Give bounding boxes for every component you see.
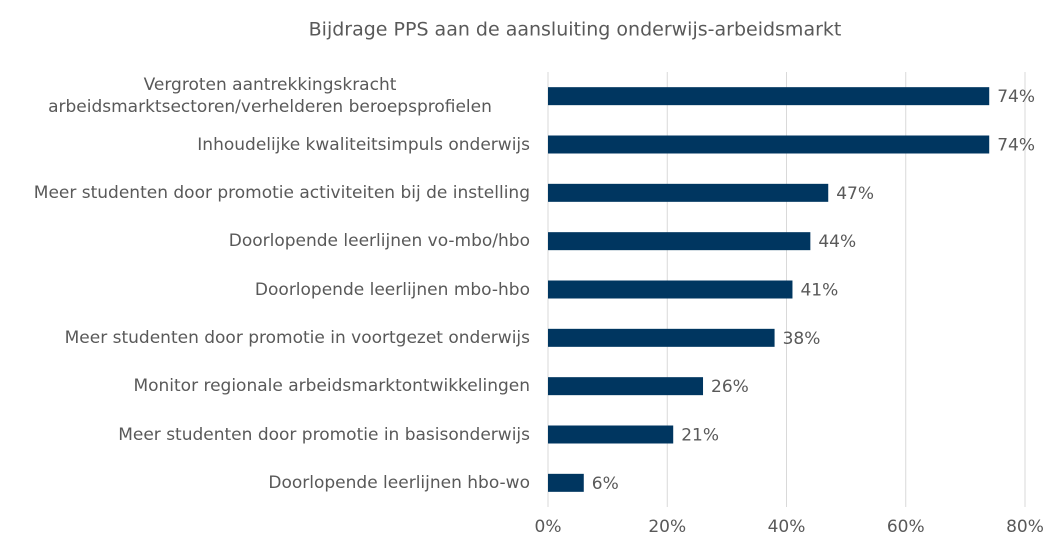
category-label-box: Doorlopende leerlijnen hbo-wo bbox=[0, 459, 530, 507]
value-label: 21% bbox=[681, 426, 719, 446]
x-tick-label: 80% bbox=[1006, 517, 1044, 537]
y-tick-label: Doorlopende leerlijnen vo-mbo/hbo bbox=[228, 231, 530, 252]
y-tick-label: Inhoudelijke kwaliteitsimpuls onderwijs bbox=[197, 134, 530, 155]
category-label-box: Meer studenten door promotie in basisond… bbox=[0, 411, 530, 459]
chart-title: Bijdrage PPS aan de aansluiting onderwij… bbox=[309, 19, 842, 41]
bar bbox=[548, 425, 674, 444]
x-tick-label: 0% bbox=[535, 517, 562, 537]
bar bbox=[548, 473, 584, 492]
category-label-box: Doorlopende leerlijnen mbo-hbo bbox=[0, 266, 530, 314]
x-tick-label: 40% bbox=[768, 517, 806, 537]
bar bbox=[548, 135, 990, 154]
category-label-box: Monitor regionale arbeidsmarktontwikkeli… bbox=[0, 362, 530, 410]
value-label: 47% bbox=[836, 184, 874, 204]
category-label-box: Vergroten aantrekkingskracht arbeidsmark… bbox=[0, 72, 530, 120]
y-tick-label: Monitor regionale arbeidsmarktontwikkeli… bbox=[133, 376, 530, 397]
value-label: 74% bbox=[997, 136, 1035, 156]
category-label-box: Meer studenten door promotie activiteite… bbox=[0, 169, 530, 217]
x-tick-label: 20% bbox=[648, 517, 686, 537]
bar bbox=[548, 328, 775, 347]
value-label: 44% bbox=[818, 232, 856, 252]
value-label: 41% bbox=[800, 281, 838, 301]
y-tick-label: Vergroten aantrekkingskracht arbeidsmark… bbox=[48, 75, 492, 118]
bar bbox=[548, 183, 829, 202]
y-tick-label: Doorlopende leerlijnen hbo-wo bbox=[268, 472, 530, 493]
y-tick-label: Doorlopende leerlijnen mbo-hbo bbox=[254, 279, 530, 300]
bar bbox=[548, 232, 811, 251]
bar bbox=[548, 87, 990, 106]
value-label: 74% bbox=[997, 87, 1035, 107]
category-label-box: Meer studenten door promotie in voortgez… bbox=[0, 314, 530, 362]
y-tick-label: Meer studenten door promotie in voortgez… bbox=[64, 327, 530, 348]
value-label: 6% bbox=[592, 474, 619, 494]
category-label-box: Doorlopende leerlijnen vo-mbo/hbo bbox=[0, 217, 530, 265]
category-label-box: Inhoudelijke kwaliteitsimpuls onderwijs bbox=[0, 121, 530, 169]
y-tick-label: Meer studenten door promotie activiteite… bbox=[33, 182, 530, 203]
y-tick-label: Meer studenten door promotie in basisond… bbox=[118, 424, 530, 445]
value-label: 26% bbox=[711, 377, 749, 397]
bar bbox=[548, 280, 793, 299]
value-label: 38% bbox=[783, 329, 821, 349]
x-tick-label: 60% bbox=[887, 517, 925, 537]
bar bbox=[548, 377, 704, 396]
